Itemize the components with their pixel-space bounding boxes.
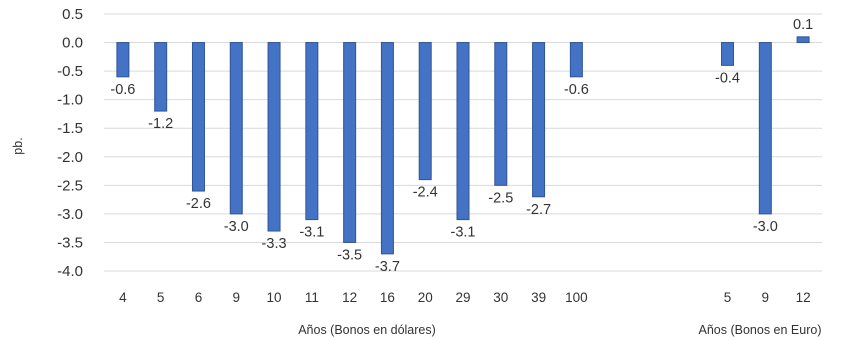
x-category-label: 100 (565, 290, 588, 305)
data-label: -3.0 (753, 219, 778, 235)
bar-usd-29 (456, 42, 470, 221)
x-category-label: 9 (233, 290, 241, 305)
bar-usd-4 (116, 42, 130, 78)
bar-usd-10 (267, 42, 281, 232)
x-category-label: 12 (796, 290, 811, 305)
data-label: -0.4 (715, 70, 740, 86)
bar-usd-20 (418, 42, 432, 181)
y-axis-tick-labels: 0.5 0.0 -0.5 -1.0 -1.5 -2.0 -2.5 -3.0 -3.5 -4.0 (57, 6, 83, 280)
y-tick-label: -1.5 (57, 120, 83, 137)
y-tick-label: -2.5 (57, 177, 83, 194)
bar-eur-12 (796, 36, 810, 44)
bar-usd-12 (343, 42, 357, 243)
data-label: -3.3 (262, 236, 287, 252)
data-label: 0.1 (793, 17, 813, 33)
y-axis-title: pb. (11, 137, 25, 154)
y-tick-label: -4.0 (57, 263, 83, 280)
x-category-label: 16 (380, 290, 395, 305)
bar-eur-5 (721, 42, 735, 66)
data-label: -3.0 (224, 219, 249, 235)
data-label: -2.4 (413, 185, 438, 201)
y-tick-label: -1.0 (57, 92, 83, 109)
bar-usd-39 (532, 42, 546, 198)
x-category-label: 4 (119, 290, 127, 305)
x-category-label: 39 (531, 290, 546, 305)
y-tick-label: -2.0 (57, 149, 83, 166)
x-category-label: 6 (195, 290, 203, 305)
bars (116, 36, 810, 255)
y-tick-label: -0.5 (57, 63, 83, 80)
bar-usd-6 (191, 42, 205, 192)
x-axis-category-labels: 4 5 6 9 10 11 12 16 20 29 30 39 100 5 9 12 (119, 290, 810, 305)
data-label: -0.6 (110, 82, 135, 98)
data-label: -3.1 (451, 225, 476, 241)
x-category-label: 5 (724, 290, 732, 305)
x-category-label: 9 (762, 290, 770, 305)
bar-usd-11 (305, 42, 319, 221)
bar-usd-5 (154, 42, 168, 112)
bar-usd-9 (229, 42, 243, 215)
bar-usd-16 (380, 42, 394, 255)
data-label: -3.1 (299, 225, 324, 241)
x-axis-title-euro-bonds: Años (Bonos en Euro) (699, 323, 822, 337)
x-category-label: 11 (305, 290, 319, 305)
data-label: -1.2 (148, 116, 173, 132)
x-category-label: 29 (455, 290, 470, 305)
data-label: -2.6 (186, 196, 211, 212)
x-category-label: 20 (418, 290, 433, 305)
x-category-label: 10 (267, 290, 282, 305)
y-tick-label: 0.0 (62, 35, 83, 52)
bar-usd-30 (494, 42, 508, 186)
data-label: -0.6 (564, 82, 589, 98)
y-tick-label: -3.0 (57, 206, 83, 223)
x-category-label: 12 (342, 290, 357, 305)
bar-usd-100 (569, 42, 583, 78)
data-label: -2.7 (526, 202, 551, 218)
x-category-label: 30 (493, 290, 508, 305)
data-labels: -0.6 -1.2 -2.6 -3.0 -3.3 -3.1 -3.5 -3.7 -2.4 -3.1… (110, 17, 813, 275)
y-tick-label: 0.5 (62, 6, 83, 23)
x-axis-title-dollar-bonds: Años (Bonos en dólares) (298, 323, 436, 337)
x-category-label: 5 (157, 290, 165, 305)
bar-eur-9 (758, 42, 772, 215)
data-label: -2.5 (488, 190, 513, 206)
data-label: -3.7 (375, 259, 400, 275)
y-tick-label: -3.5 (57, 234, 83, 251)
data-label: -3.5 (337, 247, 362, 263)
